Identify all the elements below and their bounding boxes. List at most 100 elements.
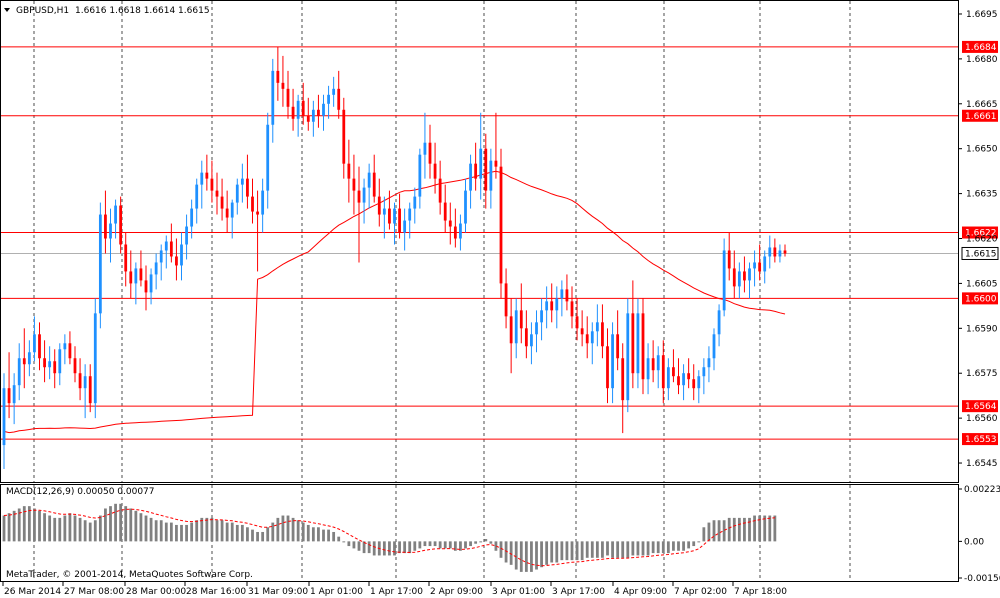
candle[interactable] [651,340,655,383]
candle[interactable] [509,298,513,374]
candle[interactable] [748,262,751,299]
candle[interactable] [332,76,336,107]
candle[interactable] [109,208,112,263]
candle[interactable] [377,178,381,227]
candle[interactable] [88,364,92,413]
candle[interactable] [311,100,315,137]
candle[interactable] [357,166,361,263]
candle[interactable] [697,370,701,404]
candle[interactable] [535,310,538,353]
candle[interactable] [78,358,82,401]
candle[interactable] [43,340,46,383]
candle[interactable] [641,298,645,395]
candle[interactable] [621,343,625,434]
candle[interactable] [540,298,543,341]
candle[interactable] [687,358,691,389]
candle[interactable] [12,373,16,425]
candle[interactable] [154,253,158,290]
candle[interactable] [372,154,376,203]
candle[interactable] [251,178,254,224]
candle[interactable] [783,244,787,257]
candle[interactable] [565,274,569,311]
candle[interactable] [48,346,52,380]
candle[interactable] [428,124,432,179]
candle[interactable] [159,244,163,281]
candle[interactable] [464,178,467,233]
candle[interactable] [114,199,117,239]
candle[interactable] [68,331,72,365]
candle[interactable] [753,250,756,287]
candle[interactable] [717,304,721,347]
candles[interactable] [2,46,787,470]
candle[interactable] [484,133,488,209]
candle[interactable] [367,163,371,209]
candle[interactable] [129,250,133,299]
candle[interactable] [33,316,36,362]
candle[interactable] [291,88,295,131]
horizontal-levels[interactable]: 1.6684 1.6661 1.6622 1.6600 1.6564 1.6553 1.66… [1,40,999,446]
candle[interactable] [393,202,396,245]
candle[interactable] [580,310,584,347]
candle[interactable] [139,250,143,287]
candle[interactable] [301,82,305,125]
candle[interactable] [352,154,356,215]
candle[interactable] [337,70,341,119]
candle[interactable] [413,187,417,224]
candle[interactable] [17,343,21,401]
candle[interactable] [672,349,675,383]
candle[interactable] [22,328,26,389]
candle[interactable] [296,94,300,137]
candle[interactable] [382,196,386,239]
candle[interactable] [631,280,635,389]
candle[interactable] [763,250,767,284]
candle[interactable] [778,244,782,263]
candle[interactable] [83,364,87,419]
candle[interactable] [144,265,148,311]
candle[interactable] [438,160,442,215]
candle[interactable] [119,196,123,254]
candle[interactable] [256,190,259,272]
candle[interactable] [271,58,275,143]
candle[interactable] [489,148,493,209]
candle[interactable] [281,55,285,107]
candle[interactable] [758,244,762,281]
candle[interactable] [722,238,726,317]
candle[interactable] [611,322,614,404]
candle[interactable] [266,112,270,209]
candle[interactable] [408,202,412,239]
candle[interactable] [388,190,391,230]
candle[interactable] [286,70,290,119]
dropdown-triangle-icon[interactable] [4,8,10,12]
candle[interactable] [692,364,696,401]
candle[interactable] [169,223,173,263]
candle[interactable] [190,199,194,239]
candle[interactable] [200,160,204,209]
candle[interactable] [38,322,41,371]
candle[interactable] [595,304,599,347]
candle[interactable] [560,280,564,317]
candle[interactable] [423,112,427,179]
candle[interactable] [403,208,407,251]
candle[interactable] [322,94,325,131]
candle[interactable] [317,94,320,128]
candle[interactable] [524,310,528,359]
candle[interactable] [514,298,518,359]
candle[interactable] [666,358,670,401]
candle[interactable] [398,193,401,239]
candle[interactable] [27,340,31,377]
candle[interactable] [469,154,472,209]
candle[interactable] [545,286,549,329]
candle[interactable] [246,154,249,209]
candle[interactable] [616,310,620,371]
candle[interactable] [306,97,310,131]
candle[interactable] [230,199,234,239]
candle[interactable] [646,343,650,395]
candle[interactable] [104,190,107,254]
candle[interactable] [677,358,680,395]
candle[interactable] [626,298,630,413]
candle[interactable] [479,112,483,200]
candle[interactable] [504,268,508,329]
candle[interactable] [499,148,503,299]
candle[interactable] [205,154,209,191]
candle[interactable] [180,232,183,281]
